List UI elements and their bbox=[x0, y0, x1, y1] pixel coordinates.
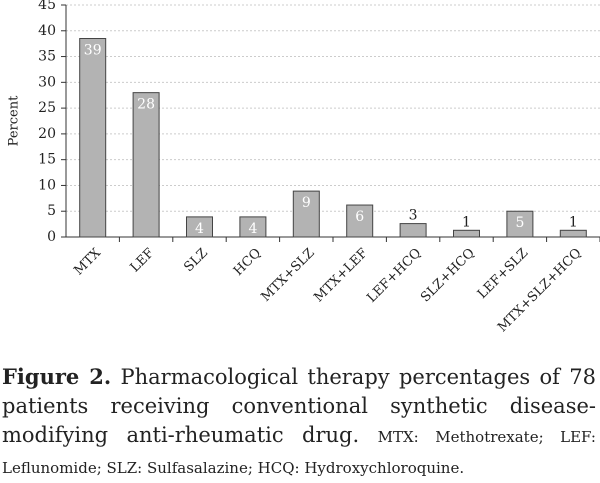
x-tick-label: MTX+SLZ bbox=[258, 246, 317, 305]
chart: Percent 051015202530354045MTX39LEF28SLZ4… bbox=[7, 0, 600, 335]
y-tick-label: 40 bbox=[38, 23, 56, 39]
y-tick-label: 5 bbox=[47, 203, 56, 219]
caption: Figure 2. Pharmacological therapy percen… bbox=[2, 362, 596, 483]
value-label: 28 bbox=[137, 97, 155, 113]
value-label: 1 bbox=[569, 214, 578, 230]
x-tick-label: SLZ bbox=[181, 246, 210, 275]
value-label: 1 bbox=[462, 214, 471, 230]
x-tick-label: SLZ+HCQ bbox=[418, 246, 478, 306]
y-tick-label: 0 bbox=[47, 229, 56, 245]
x-tick-label: MTX bbox=[71, 245, 104, 278]
value-label: 4 bbox=[248, 221, 257, 237]
y-axis-title: Percent bbox=[7, 95, 22, 146]
bar bbox=[346, 204, 374, 238]
bar bbox=[292, 190, 320, 238]
bar bbox=[186, 216, 213, 238]
value-label: 9 bbox=[302, 195, 311, 211]
x-tick-label: MTX+LEF bbox=[311, 246, 371, 306]
caption-label: Figure 2. bbox=[2, 364, 112, 389]
y-tick-label: 35 bbox=[38, 49, 56, 65]
bar bbox=[79, 38, 107, 238]
value-label: 4 bbox=[195, 221, 204, 237]
value-label: 5 bbox=[515, 215, 524, 231]
bar bbox=[399, 223, 427, 238]
value-label: 6 bbox=[355, 209, 364, 225]
bar bbox=[453, 229, 480, 238]
x-tick-label: LEF+HCQ bbox=[364, 246, 424, 306]
y-tick-label: 20 bbox=[38, 126, 56, 142]
x-tick-label: LEF+SLZ bbox=[475, 246, 531, 302]
bar bbox=[559, 229, 587, 238]
y-tick-label: 25 bbox=[38, 100, 56, 116]
value-label: 39 bbox=[84, 43, 102, 59]
y-tick-label: 10 bbox=[38, 177, 56, 193]
y-tick-label: 30 bbox=[38, 74, 56, 90]
x-tick-label: LEF bbox=[128, 246, 158, 276]
bar bbox=[506, 210, 534, 238]
bar bbox=[132, 92, 160, 238]
y-tick-label: 15 bbox=[38, 152, 56, 168]
x-tick-label: HCQ bbox=[231, 246, 264, 279]
bar bbox=[239, 216, 267, 238]
y-tick-label: 45 bbox=[38, 0, 56, 13]
caption-text: Pharmacological therapy percentages of 7… bbox=[2, 365, 596, 447]
value-label: 3 bbox=[409, 208, 418, 224]
